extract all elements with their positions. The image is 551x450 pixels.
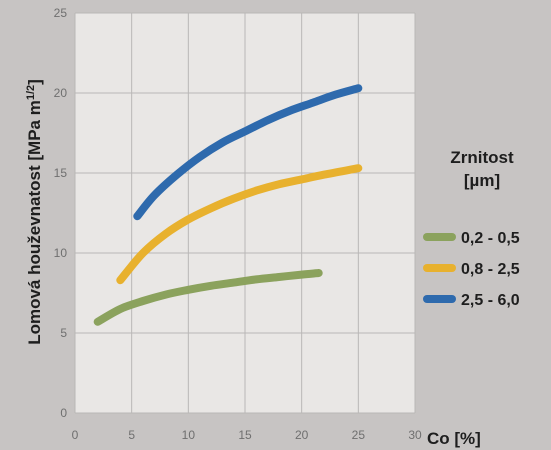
x-axis-ticks: 0 5 10 15 20 25 30: [72, 428, 422, 442]
x-axis-label: Co [%]: [427, 429, 481, 448]
grid: [74, 12, 416, 414]
y-axis-label-main: Lomová houževnatost [MPa m: [25, 100, 44, 345]
x-tick-label-3: 15: [238, 428, 252, 442]
series-line-1: [116, 164, 363, 285]
y-axis-label-end: ]: [25, 79, 44, 85]
legend-label-1: 0,8 - 2,5: [461, 261, 520, 278]
x-tick-label-1: 5: [128, 428, 135, 442]
x-tick-label-2: 10: [182, 428, 196, 442]
y-tick-label-1: 5: [60, 326, 67, 340]
y-tick-label-4: 20: [54, 86, 68, 100]
y-tick-label-3: 15: [54, 166, 68, 180]
x-tick-label-5: 25: [352, 428, 366, 442]
legend-title-line1: Zrnitost: [450, 148, 514, 167]
y-axis-ticks: 0 5 10 15 20 25: [54, 6, 68, 420]
legend: 0,2 - 0,5 0,8 - 2,5 2,5 - 6,0: [423, 230, 520, 309]
y-axis-label: Lomová houževnatost [MPa m1/2]: [25, 79, 44, 345]
legend-label-2: 2,5 - 6,0: [461, 292, 520, 309]
series-layer: [93, 84, 363, 326]
y-tick-label-5: 25: [54, 6, 68, 20]
y-tick-label-2: 10: [54, 246, 68, 260]
x-tick-label-6: 30: [408, 428, 422, 442]
series-line-0: [93, 269, 323, 326]
y-axis-label-sup: 1/2: [25, 85, 37, 100]
x-tick-label-4: 20: [295, 428, 309, 442]
legend-title-line2: [µm]: [464, 171, 500, 190]
y-tick-label-0: 0: [60, 406, 67, 420]
series-line-2: [133, 84, 363, 221]
legend-label-0: 0,2 - 0,5: [461, 230, 520, 247]
x-tick-label-0: 0: [72, 428, 79, 442]
